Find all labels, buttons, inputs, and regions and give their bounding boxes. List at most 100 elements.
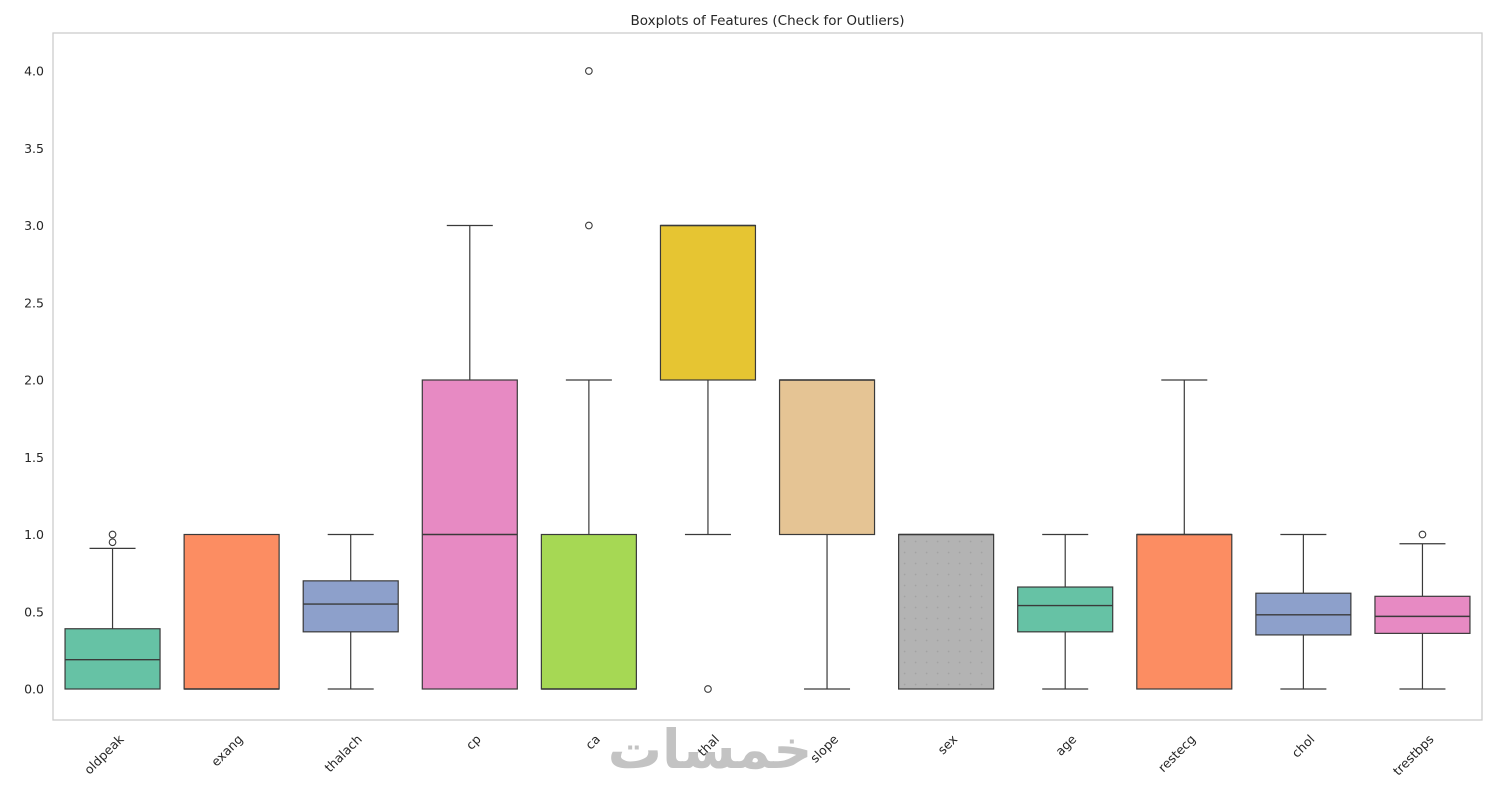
box-rect xyxy=(898,533,995,690)
box-texture-dot xyxy=(947,540,950,543)
box-texture-dot xyxy=(925,628,928,631)
box-texture-dot xyxy=(936,562,939,565)
box-rect xyxy=(1017,586,1114,633)
box-rect xyxy=(540,533,637,690)
box-texture-dot xyxy=(969,584,972,587)
box-texture-dot xyxy=(947,650,950,653)
box-texture-dot xyxy=(947,562,950,565)
box-texture-dot xyxy=(958,573,961,576)
box-texture-dot xyxy=(980,551,983,554)
box-texture-dot xyxy=(925,650,928,653)
box-texture-dot xyxy=(947,595,950,598)
box-texture-dot xyxy=(980,628,983,631)
box-group-exang xyxy=(183,533,280,690)
box-group-age xyxy=(1017,533,1114,690)
box-texture-dot xyxy=(947,551,950,554)
box-texture-dot xyxy=(914,683,917,686)
box-texture-dot xyxy=(958,584,961,587)
box-texture-dot xyxy=(980,584,983,587)
box-texture-dot xyxy=(903,683,906,686)
box-texture-dot xyxy=(914,540,917,543)
box-texture-dot xyxy=(903,573,906,576)
box-texture-dot xyxy=(903,650,906,653)
box-rect xyxy=(302,580,399,633)
box-texture-dot xyxy=(980,540,983,543)
box-texture-dot xyxy=(947,683,950,686)
box-texture-dot xyxy=(925,617,928,620)
box-group-ca xyxy=(540,67,637,690)
box-texture-dot xyxy=(958,540,961,543)
box-texture-dot xyxy=(914,628,917,631)
outlier-marker xyxy=(108,530,117,539)
box-texture-dot xyxy=(925,573,928,576)
box-texture-dot xyxy=(980,683,983,686)
box-group-trestbps xyxy=(1374,530,1471,690)
box-texture-dot xyxy=(925,639,928,642)
x-tick-label: thalach xyxy=(321,732,364,775)
box-texture-dot xyxy=(914,562,917,565)
box-texture-dot xyxy=(936,639,939,642)
box-texture-dot xyxy=(903,551,906,554)
y-tick-label: 2.5 xyxy=(24,295,44,310)
box-texture-dot xyxy=(969,540,972,543)
box-texture-dot xyxy=(958,595,961,598)
box-texture-dot xyxy=(925,606,928,609)
box-texture-dot xyxy=(958,683,961,686)
box-texture-dot xyxy=(969,683,972,686)
box-rect xyxy=(659,224,757,381)
outlier-marker xyxy=(585,221,593,230)
x-tick-label: thal xyxy=(695,732,723,760)
x-tick-label: trestbps xyxy=(1390,732,1437,779)
box-texture-dot xyxy=(947,617,950,620)
box-texture-dot xyxy=(969,672,972,675)
box-group-slope xyxy=(778,379,876,690)
box-rect xyxy=(1136,533,1233,690)
box-texture-dot xyxy=(947,661,950,664)
plot-frame xyxy=(52,32,1483,721)
box-texture-dot xyxy=(903,617,906,620)
box-group-sex xyxy=(898,533,995,690)
x-tick-label: exang xyxy=(208,732,246,770)
x-tick-label: chol xyxy=(1289,732,1318,761)
box-texture-dot xyxy=(936,661,939,664)
box-texture-dot xyxy=(947,584,950,587)
box-group-chol xyxy=(1255,533,1352,690)
watermark-text: خمسات xyxy=(607,718,813,781)
x-tick-label: sex xyxy=(935,732,961,758)
box-texture-dot xyxy=(969,595,972,598)
box-texture-dot xyxy=(914,650,917,653)
y-tick-label: 0.5 xyxy=(24,604,44,619)
box-texture-dot xyxy=(980,639,983,642)
box-group-oldpeak xyxy=(64,530,161,690)
box-texture-dot xyxy=(980,573,983,576)
box-texture-dot xyxy=(958,606,961,609)
box-texture-dot xyxy=(936,650,939,653)
box-texture-dot xyxy=(925,584,928,587)
box-texture-dot xyxy=(958,617,961,620)
y-tick-label: 3.5 xyxy=(24,141,44,156)
box-texture-dot xyxy=(914,573,917,576)
box-texture-dot xyxy=(914,595,917,598)
box-texture-dot xyxy=(936,573,939,576)
box-texture-dot xyxy=(980,606,983,609)
box-texture-dot xyxy=(936,595,939,598)
box-texture-dot xyxy=(969,639,972,642)
box-texture-dot xyxy=(980,562,983,565)
box-texture-dot xyxy=(980,672,983,675)
box-texture-dot xyxy=(903,595,906,598)
box-rect xyxy=(778,379,876,536)
box-texture-dot xyxy=(925,551,928,554)
box-texture-dot xyxy=(914,672,917,675)
outlier-marker xyxy=(108,538,117,547)
x-tick-label: restecg xyxy=(1155,732,1198,775)
box-texture-dot xyxy=(980,650,983,653)
y-tick-label: 1.5 xyxy=(24,450,44,465)
box-texture-dot xyxy=(958,672,961,675)
box-texture-dot xyxy=(925,562,928,565)
box-texture-dot xyxy=(914,617,917,620)
box-rect xyxy=(183,533,280,690)
box-texture-dot xyxy=(969,617,972,620)
chart-title: Boxplots of Features (Check for Outliers… xyxy=(630,13,905,29)
box-texture-dot xyxy=(969,573,972,576)
